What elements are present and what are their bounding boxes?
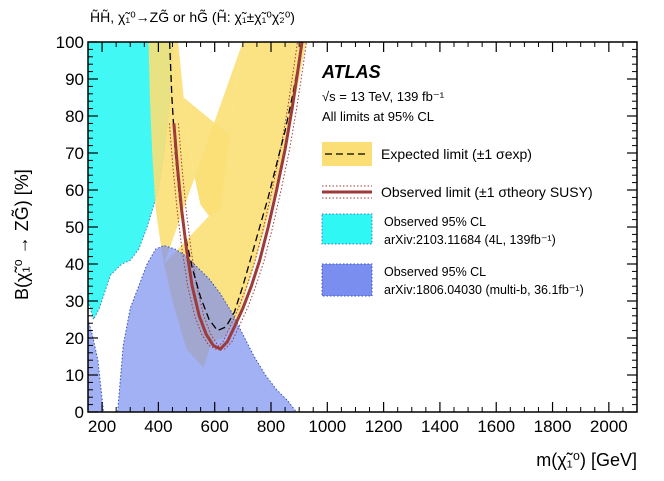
- x-tick-label: 600: [201, 417, 229, 436]
- y-tick-label: 100: [56, 33, 84, 52]
- legend-multib-label-line2: arXiv:1806.04030 (multi-b, 36.1fb⁻¹): [384, 283, 584, 297]
- legend-4l-label-line2: arXiv:2103.11684 (4L, 139fb⁻¹): [384, 233, 556, 247]
- x-tick-label: 2000: [590, 417, 628, 436]
- y-tick-label: 70: [65, 144, 84, 163]
- x-tick-label: 1600: [477, 417, 515, 436]
- legend-multib-label-line1: Observed 95% CL: [384, 265, 486, 279]
- x-tick-label: 1800: [534, 417, 572, 436]
- y-tick-label: 40: [65, 255, 84, 274]
- legend-entry-multib: Observed 95% CL arXiv:1806.04030 (multi-…: [321, 263, 584, 297]
- y-tick-label: 60: [65, 181, 84, 200]
- legend-entry-expected: Expected limit (±1 σexp): [322, 142, 532, 166]
- legend-entry-4l: Observed 95% CL arXiv:2103.11684 (4L, 13…: [321, 213, 556, 247]
- info-line-cl: All limits at 95% CL: [322, 109, 434, 124]
- y-tick-label: 30: [65, 292, 84, 311]
- legend-4l-label-line1: Observed 95% CL: [384, 215, 486, 229]
- y-tick-label: 50: [65, 218, 84, 237]
- x-tick-label: 200: [88, 417, 116, 436]
- legend: Expected limit (±1 σexp) Observed limit …: [321, 142, 593, 297]
- x-tick-label: 1000: [308, 417, 346, 436]
- y-tick-label: 10: [65, 366, 84, 385]
- observed-line: [172, 42, 304, 351]
- x-tick-label: 800: [257, 417, 285, 436]
- axis-ticks: 200 400 600 800 1000 1200 1400 1600 1800 2000 0 10 2…: [56, 33, 638, 436]
- legend-expected-label: Expected limit (±1 σexp): [381, 146, 532, 162]
- x-tick-label: 1400: [421, 417, 459, 436]
- y-tick-label: 20: [65, 329, 84, 348]
- y-tick-label: 90: [65, 70, 84, 89]
- legend-4l-swatch: [321, 213, 373, 245]
- data-layers: [88, 42, 307, 412]
- legend-entry-observed: Observed limit (±1 σtheory SUSY): [322, 184, 593, 200]
- y-axis-title: B(χ̃₁⁰ → ZG̃) [%]: [11, 169, 32, 300]
- expected-line: [168, 42, 303, 332]
- x-tick-label: 400: [144, 417, 172, 436]
- y-tick-label: 0: [75, 403, 84, 422]
- info-line-energy: √s = 13 TeV, 139 fb⁻¹: [322, 89, 445, 104]
- x-tick-label: 1200: [365, 417, 403, 436]
- legend-observed-label: Observed limit (±1 σtheory SUSY): [381, 184, 593, 200]
- top-title: H̃H̃, χ̃₁⁰→ZG̃ or hG̃ (H̃: χ̃₁±χ̃₁⁰χ̃₂⁰): [90, 9, 295, 25]
- x-axis-title: m(χ̃₁⁰) [GeV]: [536, 450, 637, 470]
- y-tick-label: 80: [65, 107, 84, 126]
- region-multib: [88, 244, 297, 412]
- legend-multib-swatch: [321, 263, 373, 297]
- atlas-label: ATLAS: [321, 62, 381, 82]
